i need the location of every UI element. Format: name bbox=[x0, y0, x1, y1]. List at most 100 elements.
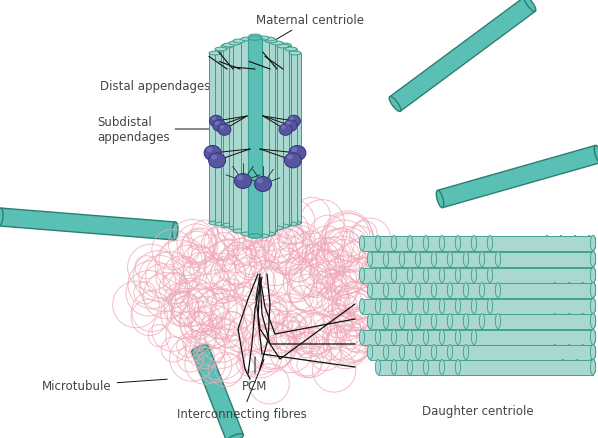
Text: Distal appendages: Distal appendages bbox=[100, 80, 220, 93]
Ellipse shape bbox=[553, 252, 557, 267]
Ellipse shape bbox=[248, 37, 262, 41]
Ellipse shape bbox=[590, 283, 596, 298]
Ellipse shape bbox=[495, 252, 501, 267]
Ellipse shape bbox=[590, 299, 596, 314]
Polygon shape bbox=[458, 330, 593, 345]
Ellipse shape bbox=[211, 155, 217, 160]
Ellipse shape bbox=[416, 345, 420, 360]
Polygon shape bbox=[248, 39, 262, 237]
Ellipse shape bbox=[279, 223, 291, 227]
Ellipse shape bbox=[590, 252, 596, 267]
Ellipse shape bbox=[590, 252, 596, 267]
Ellipse shape bbox=[399, 345, 405, 360]
Ellipse shape bbox=[590, 314, 596, 329]
Ellipse shape bbox=[416, 252, 420, 267]
Polygon shape bbox=[466, 283, 593, 298]
Text: Microtubule: Microtubule bbox=[42, 379, 167, 392]
Polygon shape bbox=[390, 0, 535, 112]
Ellipse shape bbox=[471, 268, 477, 283]
Ellipse shape bbox=[288, 116, 300, 127]
Ellipse shape bbox=[590, 252, 596, 267]
Ellipse shape bbox=[590, 283, 596, 298]
Polygon shape bbox=[370, 314, 555, 329]
Text: Interconnecting fibres: Interconnecting fibres bbox=[177, 360, 307, 420]
Ellipse shape bbox=[221, 45, 233, 49]
Ellipse shape bbox=[285, 48, 297, 52]
Ellipse shape bbox=[590, 345, 596, 360]
Ellipse shape bbox=[572, 268, 578, 283]
Polygon shape bbox=[426, 236, 593, 251]
Polygon shape bbox=[191, 346, 243, 438]
Ellipse shape bbox=[553, 314, 557, 329]
Ellipse shape bbox=[172, 223, 178, 240]
Polygon shape bbox=[402, 345, 583, 360]
Ellipse shape bbox=[383, 252, 389, 267]
Ellipse shape bbox=[376, 299, 380, 314]
Ellipse shape bbox=[233, 230, 245, 233]
Ellipse shape bbox=[581, 314, 585, 329]
Ellipse shape bbox=[590, 283, 596, 298]
Polygon shape bbox=[426, 330, 593, 345]
Polygon shape bbox=[386, 345, 569, 360]
Ellipse shape bbox=[590, 330, 596, 345]
Ellipse shape bbox=[383, 345, 389, 360]
Ellipse shape bbox=[590, 360, 596, 374]
Ellipse shape bbox=[590, 236, 596, 251]
Ellipse shape bbox=[227, 434, 243, 438]
Polygon shape bbox=[482, 314, 593, 329]
Ellipse shape bbox=[229, 226, 241, 230]
Ellipse shape bbox=[209, 52, 221, 56]
Polygon shape bbox=[362, 268, 547, 283]
Ellipse shape bbox=[213, 120, 226, 132]
Ellipse shape bbox=[471, 299, 477, 314]
Ellipse shape bbox=[480, 283, 484, 298]
Ellipse shape bbox=[544, 268, 550, 283]
Text: Maternal centriole: Maternal centriole bbox=[256, 14, 364, 46]
Ellipse shape bbox=[524, 0, 536, 12]
Ellipse shape bbox=[285, 154, 301, 169]
Ellipse shape bbox=[447, 283, 453, 298]
Polygon shape bbox=[370, 345, 555, 360]
Ellipse shape bbox=[553, 283, 557, 298]
Polygon shape bbox=[442, 268, 593, 283]
Ellipse shape bbox=[447, 314, 453, 329]
Polygon shape bbox=[394, 299, 575, 314]
Polygon shape bbox=[410, 330, 589, 345]
Polygon shape bbox=[370, 252, 555, 267]
Ellipse shape bbox=[241, 233, 253, 237]
Ellipse shape bbox=[359, 268, 365, 283]
Ellipse shape bbox=[376, 236, 380, 251]
Ellipse shape bbox=[559, 268, 564, 283]
Ellipse shape bbox=[559, 299, 564, 314]
Ellipse shape bbox=[590, 360, 596, 374]
Ellipse shape bbox=[431, 252, 437, 267]
Ellipse shape bbox=[590, 283, 596, 298]
Ellipse shape bbox=[471, 236, 477, 251]
Ellipse shape bbox=[587, 268, 591, 283]
Ellipse shape bbox=[289, 222, 301, 226]
Ellipse shape bbox=[389, 97, 401, 112]
Polygon shape bbox=[442, 299, 593, 314]
Ellipse shape bbox=[234, 174, 252, 189]
Polygon shape bbox=[490, 268, 593, 283]
Ellipse shape bbox=[574, 360, 579, 374]
Ellipse shape bbox=[566, 283, 572, 298]
Ellipse shape bbox=[399, 314, 405, 329]
Ellipse shape bbox=[440, 299, 445, 314]
Polygon shape bbox=[498, 283, 593, 298]
Ellipse shape bbox=[263, 233, 275, 237]
Ellipse shape bbox=[487, 236, 493, 251]
Polygon shape bbox=[0, 208, 176, 240]
Ellipse shape bbox=[248, 234, 262, 239]
Polygon shape bbox=[458, 360, 593, 374]
Polygon shape bbox=[442, 360, 593, 374]
Ellipse shape bbox=[572, 236, 578, 251]
Polygon shape bbox=[498, 252, 593, 267]
Ellipse shape bbox=[480, 252, 484, 267]
Polygon shape bbox=[458, 236, 593, 251]
Ellipse shape bbox=[257, 234, 269, 238]
Ellipse shape bbox=[191, 345, 209, 353]
Polygon shape bbox=[257, 39, 269, 237]
Polygon shape bbox=[418, 252, 593, 267]
Ellipse shape bbox=[206, 148, 212, 153]
